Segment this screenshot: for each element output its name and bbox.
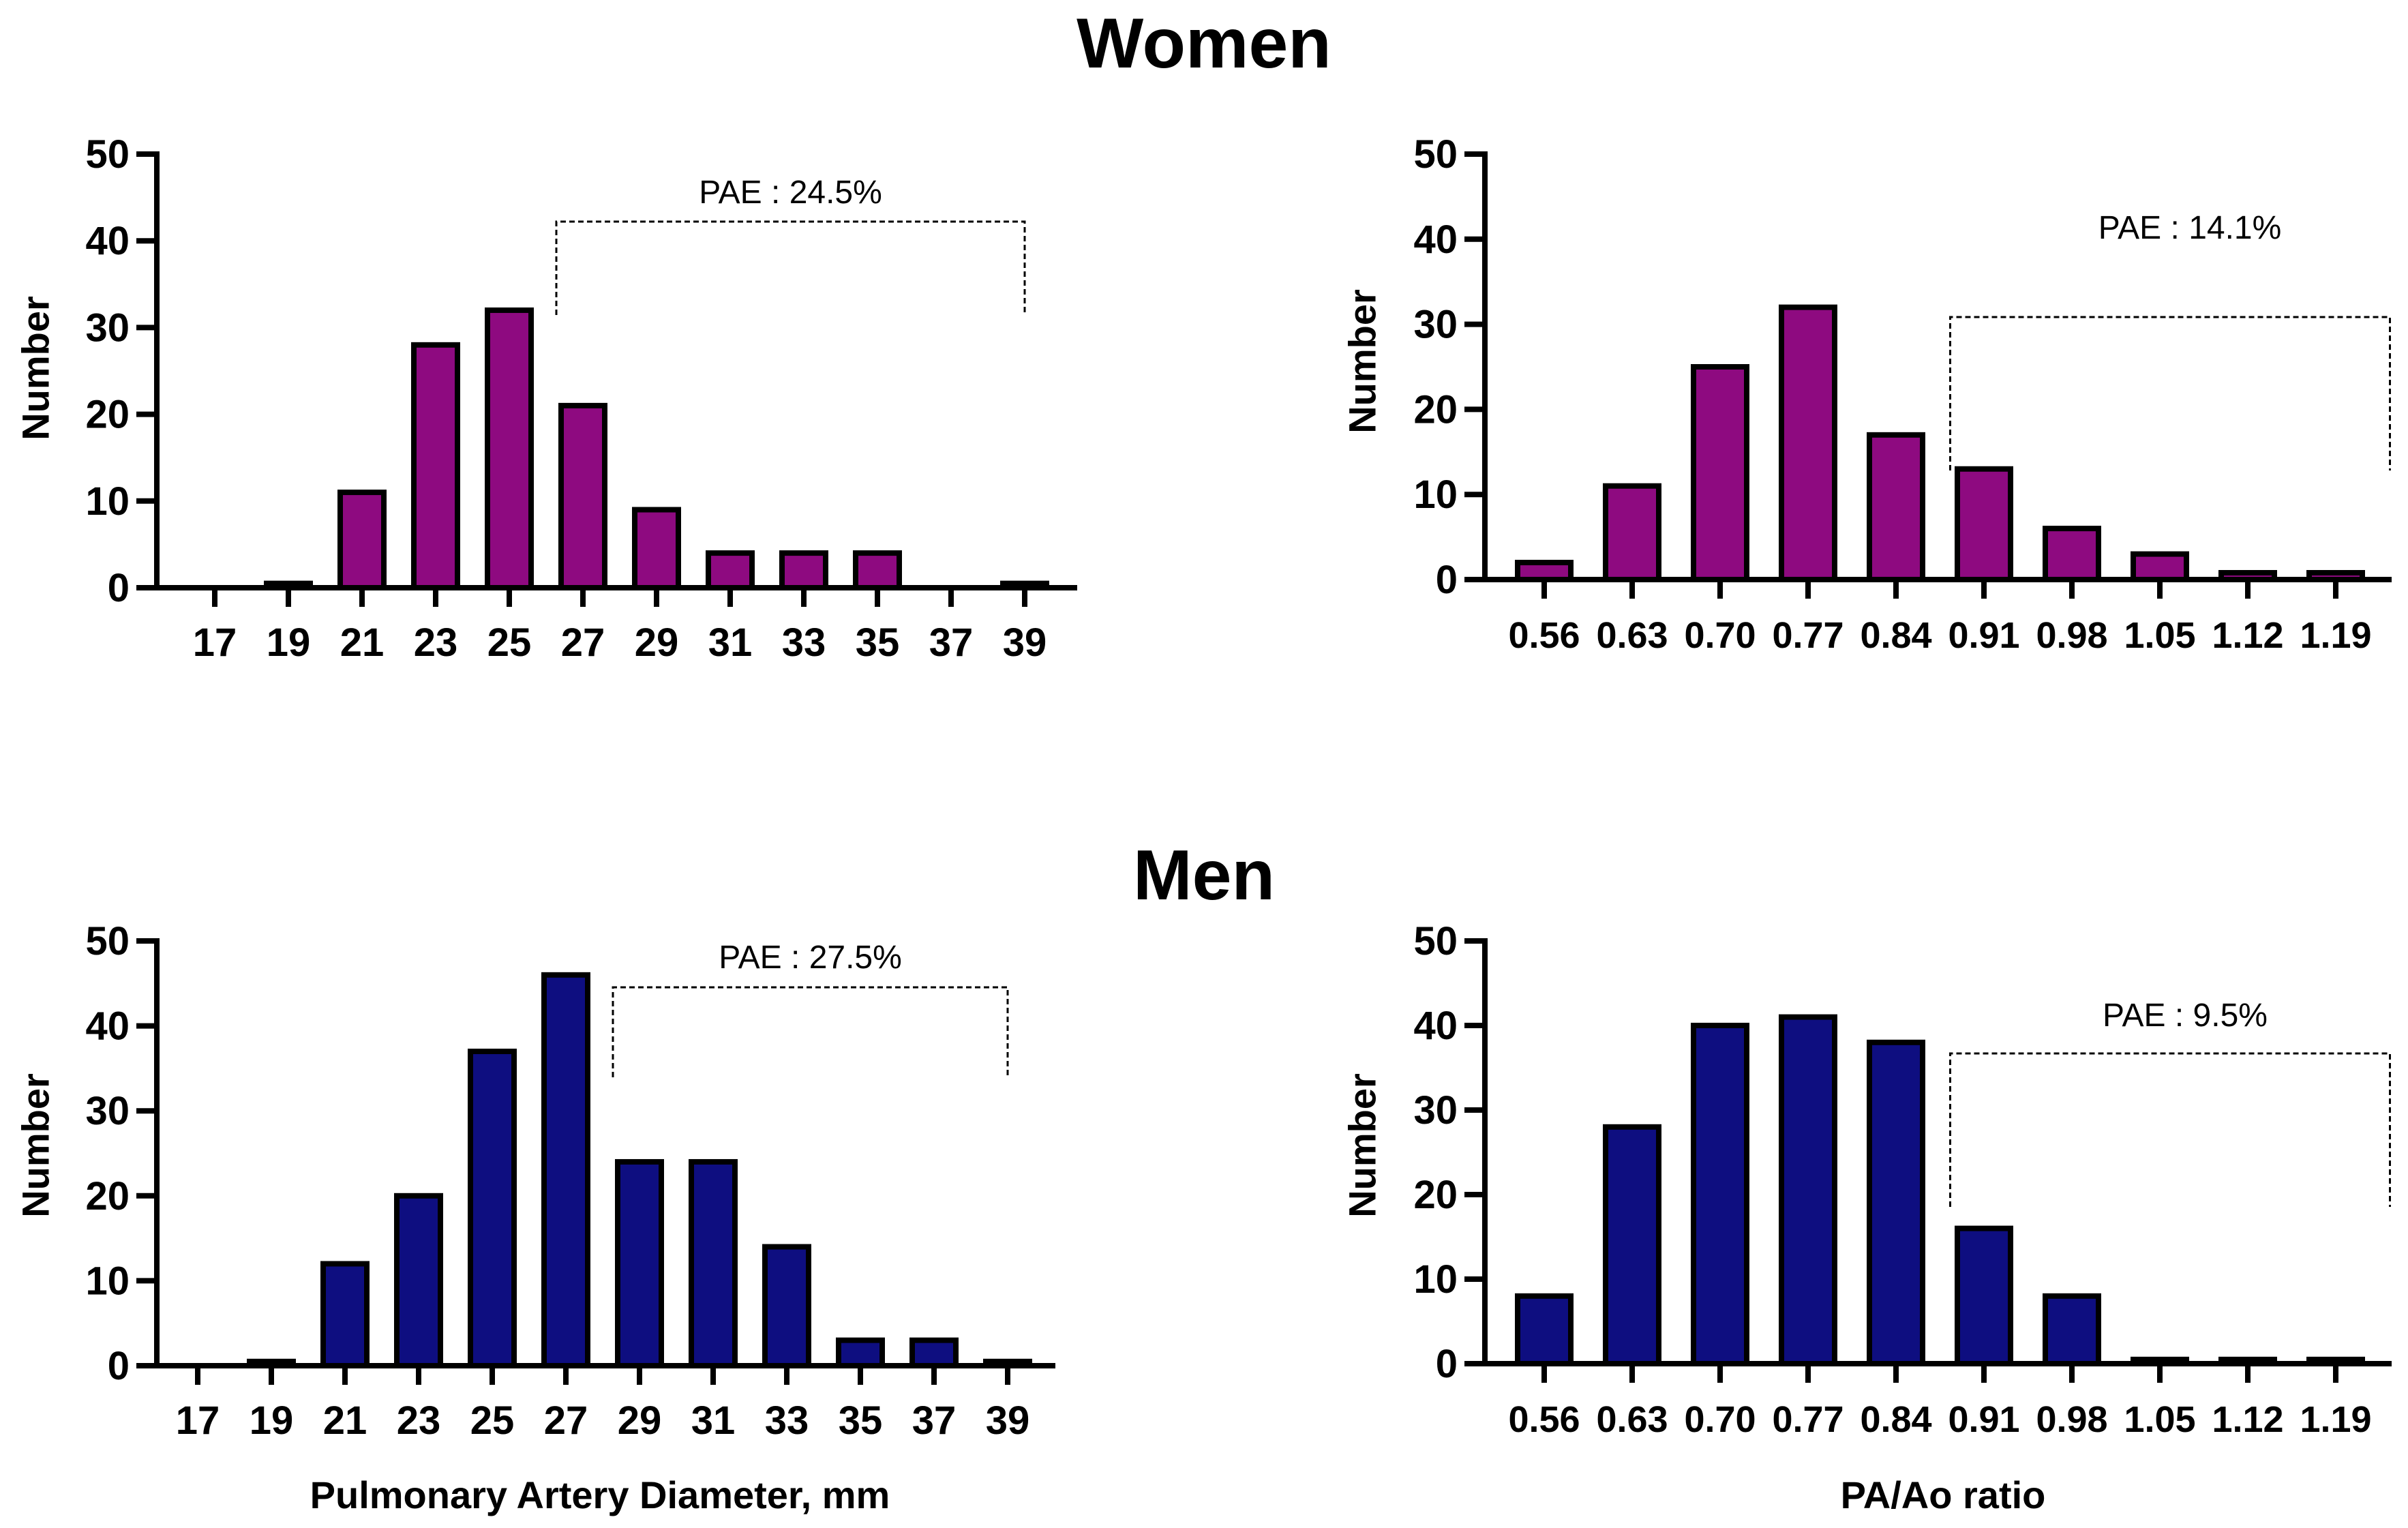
y-tick-label: 10 [85, 1259, 130, 1303]
y-tick-label: 20 [1413, 1173, 1458, 1217]
bar [1955, 1225, 2013, 1366]
x-tick-label: 29 [635, 620, 679, 665]
y-tick-label: 50 [1413, 132, 1458, 177]
x-tick-label: 37 [929, 620, 974, 665]
bar [689, 1158, 738, 1368]
bar [632, 507, 681, 591]
y-tick-label: 10 [85, 479, 130, 524]
pae-annotation: PAE : 14.1% [2098, 210, 2282, 246]
x-tick-label: 29 [618, 1398, 662, 1443]
y-tick-label: 0 [108, 566, 130, 610]
x-tick-label: 19 [250, 1398, 294, 1443]
x-tick-label: 0.91 [1948, 615, 2019, 656]
x-tick-label: 1.19 [2300, 1399, 2371, 1440]
x-tick-label: 31 [708, 620, 753, 665]
x-tick-label: 0.91 [1948, 1399, 2019, 1440]
pae-annotation: PAE : 27.5% [719, 940, 902, 976]
x-axis-title: PA/Ao ratio [1840, 1473, 2046, 1516]
x-tick-label: 0.84 [1860, 615, 1931, 656]
x-tick-label: 1.05 [2124, 615, 2195, 656]
pae-bracket [1949, 316, 2391, 470]
bar [2043, 1293, 2101, 1367]
x-tick-label: 23 [397, 1398, 441, 1443]
y-tick-label: 50 [1413, 919, 1458, 963]
x-tick-label: 0.70 [1684, 615, 1756, 656]
pae-bracket [612, 986, 1009, 1077]
x-tick-label: 27 [544, 1398, 588, 1443]
y-tick-label: 0 [108, 1344, 130, 1388]
x-tick-label: 33 [765, 1398, 809, 1443]
women-heading: Women [1077, 4, 1331, 83]
y-tick-label: 20 [85, 393, 130, 437]
x-tick-label: 0.56 [1508, 1399, 1580, 1440]
y-tick-label: 30 [1413, 1088, 1458, 1133]
y-tick-label: 30 [85, 305, 130, 350]
pae-annotation: PAE : 9.5% [2103, 998, 2268, 1034]
men-heading: Men [1133, 836, 1275, 915]
chart-svg: 0 10 20 30 40 50 0.56 0.63 0.70 0.77 0.84 0.91 0.98 1… [1413, 132, 2392, 656]
bar [1867, 1039, 1925, 1367]
bar [1779, 1014, 1837, 1366]
y-tick-label: 30 [85, 1089, 130, 1133]
bar [1867, 432, 1925, 583]
x-tick-label: 0.70 [1684, 1399, 1756, 1440]
x-tick-label: 39 [1003, 620, 1047, 665]
pae-annotation: PAE : 24.5% [699, 175, 882, 211]
x-tick-label: 19 [267, 620, 311, 665]
y-tick-label: 50 [85, 132, 130, 177]
bar [1691, 364, 1749, 582]
x-tick-label: 39 [986, 1398, 1030, 1443]
x-tick-label: 1.12 [2212, 1399, 2283, 1440]
x-tick-label: 0.77 [1772, 615, 1843, 656]
y-tick-label: 40 [1413, 1004, 1458, 1048]
x-tick-label: 21 [323, 1398, 367, 1443]
y-tick-label: 10 [1413, 473, 1458, 517]
y-tick-label: 30 [1413, 303, 1458, 347]
y-tick-label: 20 [85, 1174, 130, 1218]
x-axis-title: Pulmonary Artery Diameter, mm [310, 1473, 890, 1516]
y-tick-label: 10 [1413, 1257, 1458, 1302]
bar [1515, 1293, 1574, 1367]
x-tick-label: 0.98 [2036, 615, 2107, 656]
x-tick-label: 1.19 [2300, 615, 2371, 656]
y-tick-label: 0 [1436, 1342, 1458, 1386]
x-tick-label: 1.05 [2124, 1399, 2195, 1440]
x-tick-label: 17 [176, 1398, 220, 1443]
x-tick-label: 0.63 [1596, 1399, 1668, 1440]
x-tick-label: 25 [487, 620, 532, 665]
x-tick-label: 31 [691, 1398, 736, 1443]
pae-bracket [555, 220, 1026, 315]
x-tick-label: 35 [856, 620, 900, 665]
y-tick-label: 40 [85, 1004, 130, 1049]
pae-bracket [1949, 1052, 2391, 1207]
y-tick-label: 20 [1413, 387, 1458, 432]
x-tick-label: 33 [782, 620, 826, 665]
bar [320, 1261, 370, 1368]
y-tick-label: 0 [1436, 558, 1458, 602]
x-tick-label: 0.84 [1860, 1399, 1931, 1440]
x-tick-label: 35 [839, 1398, 883, 1443]
y-tick-label: 50 [85, 919, 130, 963]
x-tick-label: 25 [470, 1398, 515, 1443]
chart-svg: 0 10 20 30 40 50 17 19 21 23 25 27 29 31 33 35 37 39 PAE :… [85, 132, 1077, 665]
x-tick-label: 37 [912, 1398, 957, 1443]
x-tick-label: 0.77 [1772, 1399, 1843, 1440]
y-tick-label: 40 [1413, 218, 1458, 262]
x-tick-label: 0.56 [1508, 615, 1580, 656]
x-tick-label: 17 [193, 620, 237, 665]
x-tick-label: 21 [340, 620, 385, 665]
x-tick-label: 27 [561, 620, 605, 665]
bar [1603, 1124, 1661, 1367]
x-tick-label: 0.63 [1596, 615, 1668, 656]
x-tick-label: 0.98 [2036, 1399, 2107, 1440]
bar [1691, 1023, 1749, 1366]
x-tick-label: 23 [414, 620, 458, 665]
y-tick-label: 40 [85, 219, 130, 263]
x-tick-label: 1.12 [2212, 615, 2283, 656]
